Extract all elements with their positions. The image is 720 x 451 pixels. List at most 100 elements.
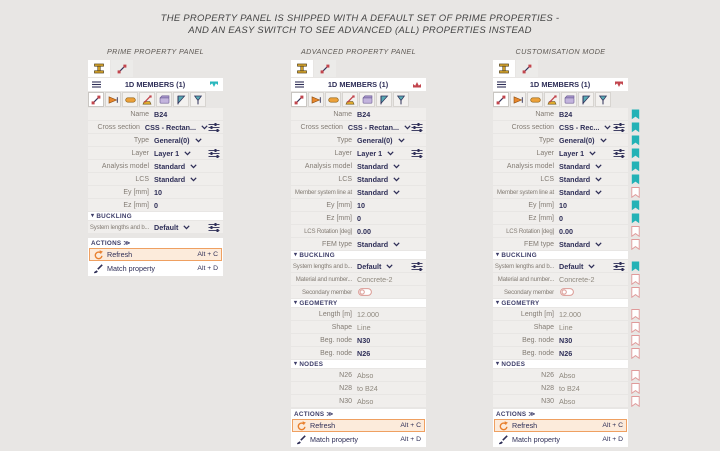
panel-mode-icon[interactable] [412,81,422,88]
bookmark-off-icon[interactable] [628,321,643,333]
collapse-triangle-icon[interactable]: ▾ [496,252,500,258]
toolbar-button-member-1d[interactable] [493,92,509,107]
action-row-refresh[interactable]: Refresh Alt + C [494,419,627,432]
panel-mode-icon[interactable] [209,81,219,88]
hamburger-menu-icon[interactable] [497,81,506,88]
sliders-icon[interactable] [208,122,223,132]
tab-steel-beam[interactable] [291,60,313,77]
toolbar-button-hinge[interactable] [325,92,341,107]
hamburger-menu-icon[interactable] [295,81,304,88]
chevron-down-icon[interactable] [404,124,411,130]
toolbar-button-rib-right[interactable] [595,92,611,107]
bookmark-off-icon[interactable] [628,369,643,381]
chevron-down-icon[interactable] [393,189,400,195]
chevron-down-icon[interactable] [393,241,400,247]
sliders-icon[interactable] [613,261,628,271]
bookmark-on-icon[interactable] [628,173,643,185]
bookmark-on-icon[interactable] [628,212,643,224]
tab-steel-beam[interactable] [88,60,110,77]
panel-mode-icon[interactable] [614,81,624,88]
sliders-icon[interactable] [208,222,223,232]
chevron-down-icon[interactable] [190,163,197,169]
toolbar-button-point-load[interactable] [308,92,324,107]
chevron-down-icon[interactable] [386,263,394,269]
hamburger-menu-icon[interactable] [92,81,101,88]
chevron-down-icon[interactable] [184,150,191,156]
bookmark-on-icon[interactable] [628,147,643,159]
toolbar-button-support[interactable] [139,92,155,107]
bookmark-on-icon[interactable] [628,199,643,211]
chevron-down-icon[interactable] [190,176,197,182]
bookmark-on-icon[interactable] [628,160,643,172]
toolbar-button-rib-right[interactable] [393,92,409,107]
chevron-down-icon[interactable] [393,176,400,182]
toolbar-button-member-1d[interactable] [291,92,307,107]
chevron-down-icon[interactable] [595,241,602,247]
action-row-match-property[interactable]: Match property Alt + D [494,433,627,446]
chevron-down-icon[interactable] [393,163,400,169]
bookmark-on-icon[interactable] [628,134,643,146]
collapse-triangle-icon[interactable]: ▾ [294,300,298,306]
chevron-down-icon[interactable] [595,176,602,182]
collapse-triangle-icon[interactable]: ▾ [496,361,500,367]
collapse-triangle-icon[interactable]: ▾ [496,300,500,306]
action-row-refresh[interactable]: Refresh Alt + C [292,419,425,432]
chevron-down-icon[interactable] [599,137,607,143]
sliders-icon[interactable] [411,148,426,158]
chevron-down-icon[interactable] [194,137,202,143]
bookmark-off-icon[interactable] [628,286,643,298]
sliders-icon[interactable] [613,148,628,158]
chevron-down-icon[interactable] [183,224,191,230]
tab-member-1d[interactable] [111,60,133,77]
bookmark-off-icon[interactable] [628,347,643,359]
tab-member-1d[interactable] [314,60,336,77]
toolbar-button-hinge[interactable] [122,92,138,107]
toolbar-button-rib-left[interactable] [173,92,189,107]
bookmark-off-icon[interactable] [628,395,643,407]
chevron-down-icon[interactable] [201,124,208,130]
sliders-icon[interactable] [208,148,223,158]
toggle-off-icon[interactable] [560,288,574,296]
toolbar-button-rib-left[interactable] [376,92,392,107]
tab-steel-beam[interactable] [493,60,515,77]
bookmark-off-icon[interactable] [628,225,643,237]
toolbar-button-support[interactable] [544,92,560,107]
bookmark-off-icon[interactable] [628,273,643,285]
toolbar-button-support[interactable] [342,92,358,107]
collapse-triangle-icon[interactable]: ▾ [294,252,298,258]
chevron-down-icon[interactable] [588,263,596,269]
toolbar-button-rib-left[interactable] [578,92,594,107]
collapse-triangle-icon[interactable]: ▾ [91,213,95,219]
bookmark-off-icon[interactable] [628,238,643,250]
chevron-down-icon[interactable] [595,189,602,195]
bookmark-off-icon[interactable] [628,382,643,394]
action-row-match-property[interactable]: Match property Alt + D [89,262,222,275]
bookmark-off-icon[interactable] [628,308,643,320]
toolbar-button-member-1d[interactable] [88,92,104,107]
toolbar-button-point-load[interactable] [510,92,526,107]
collapse-triangle-icon[interactable]: ▾ [294,361,298,367]
chevron-down-icon[interactable] [595,163,602,169]
toolbar-button-hinge[interactable] [527,92,543,107]
bookmark-off-icon[interactable] [628,334,643,346]
action-row-match-property[interactable]: Match property Alt + D [292,433,425,446]
chevron-down-icon[interactable] [397,137,405,143]
toolbar-button-rib-right[interactable] [190,92,206,107]
chevron-down-icon[interactable] [604,124,611,130]
bookmark-on-icon[interactable] [628,260,643,272]
toolbar-button-point-load[interactable] [105,92,121,107]
sliders-icon[interactable] [613,122,628,132]
toolbar-button-rendering[interactable] [561,92,577,107]
chevron-down-icon[interactable] [387,150,394,156]
action-row-refresh[interactable]: Refresh Alt + C [89,248,222,261]
sliders-icon[interactable] [411,261,426,271]
chevron-down-icon[interactable] [589,150,596,156]
toolbar-button-rendering[interactable] [156,92,172,107]
bookmark-off-icon[interactable] [628,186,643,198]
bookmark-on-icon[interactable] [628,108,643,120]
toggle-off-icon[interactable] [358,288,372,296]
bookmark-on-icon[interactable] [628,121,643,133]
toolbar-button-rendering[interactable] [359,92,375,107]
tab-member-1d[interactable] [516,60,538,77]
sliders-icon[interactable] [411,122,426,132]
